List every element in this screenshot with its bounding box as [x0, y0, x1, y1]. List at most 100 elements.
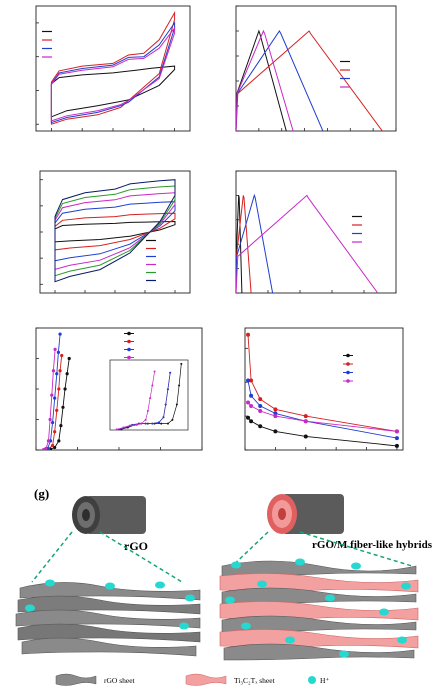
chart-b	[235, 5, 397, 132]
plot-area	[236, 29, 383, 131]
zoom-line-left-2	[99, 531, 183, 583]
legend-marker-0	[346, 353, 350, 358]
inset-point-3	[140, 422, 143, 425]
chart-a	[35, 5, 191, 132]
ion	[105, 582, 115, 590]
capacitance-point-3	[303, 419, 308, 424]
rgo-sheet-swatch	[55, 673, 97, 686]
capacitance-point-0	[303, 434, 308, 439]
capacitance-point-3	[273, 414, 278, 419]
cv-loop-1	[50, 10, 176, 125]
plot-area	[50, 10, 176, 125]
capacitance-point-3	[249, 403, 254, 408]
inset-point-2	[164, 403, 167, 406]
nyquist-point-3	[44, 446, 48, 450]
inset-point-0	[180, 362, 183, 365]
nyquist-point-2	[56, 350, 61, 354]
legend-marker-1	[346, 362, 350, 366]
rgo-ions	[25, 579, 195, 630]
ion	[295, 558, 305, 566]
inset-point-0	[175, 403, 178, 406]
nyquist-point-3	[48, 417, 52, 422]
inset-point-3	[153, 370, 156, 373]
rgo-layer-1	[19, 582, 201, 601]
capacitance-point-0	[273, 429, 278, 434]
plot-area	[246, 332, 399, 448]
capacitance-point-2	[258, 403, 263, 408]
nyquist-point-0	[59, 424, 63, 428]
cv-loop-2	[50, 21, 176, 124]
plot-area	[236, 193, 379, 293]
plot-area	[54, 179, 176, 283]
hybrid-fiber-body	[282, 494, 344, 534]
cv-loop-0	[54, 220, 176, 243]
inset-point-3	[115, 428, 118, 431]
proton-swatch	[308, 676, 316, 684]
inset-point-0	[166, 422, 169, 425]
nyquist-point-0	[67, 356, 71, 361]
chart-d	[235, 170, 397, 294]
capacitance-line-1	[247, 334, 397, 432]
nyquist-point-1	[55, 408, 59, 412]
legend-marker-2	[346, 370, 350, 375]
plot-frame	[235, 170, 397, 294]
ion	[397, 636, 407, 644]
plot-area	[41, 332, 71, 450]
inset-point-3	[122, 426, 125, 429]
gcd-curve-2	[236, 193, 274, 293]
cv-loop-1	[54, 212, 176, 251]
nyquist-point-3	[51, 369, 56, 373]
capacitance-line-0	[247, 417, 397, 447]
plot-frame	[244, 327, 404, 451]
capacitance-point-1	[303, 414, 308, 419]
capacitance-line-3	[247, 402, 397, 432]
cv-loop-2	[54, 201, 176, 262]
nyquist-point-2	[53, 396, 57, 400]
mxene-sheet-swatch	[185, 673, 227, 686]
capacitance-point-1	[246, 332, 251, 337]
inset-point-3	[129, 424, 132, 427]
rgo-fiber-core	[82, 509, 90, 521]
capacitance-point-0	[394, 443, 399, 448]
inset-point-2	[144, 422, 147, 425]
cv-loop-0	[50, 65, 176, 118]
rgo-title: rGO	[124, 539, 148, 553]
nyquist-point-1	[57, 387, 61, 391]
nyquist-point-3	[46, 439, 51, 443]
nyquist-point-1	[53, 430, 57, 434]
inset-line-3	[116, 371, 155, 430]
ion	[225, 596, 235, 604]
gcd-curve-2	[236, 30, 324, 131]
legend	[146, 239, 156, 282]
cv-loop-3	[50, 26, 176, 122]
chart-panels	[35, 5, 404, 451]
inset-point-3	[149, 397, 152, 400]
inset-point-3	[151, 384, 154, 387]
inset-point-2	[158, 421, 161, 424]
hybrid-fiber-core	[278, 508, 286, 520]
panel-g-legend: rGO sheet Ti₃C₂Tₓ sheet H⁺	[55, 673, 329, 686]
nyquist-point-3	[41, 448, 46, 450]
legend	[42, 30, 52, 58]
capacitance-point-0	[249, 419, 254, 424]
ion	[285, 636, 295, 644]
ion	[45, 579, 55, 587]
zoom-line-left-1	[31, 531, 73, 583]
gcd-curve-3	[236, 29, 294, 131]
nyquist-point-2	[55, 372, 59, 376]
legend	[124, 331, 134, 360]
nyquist-point-0	[61, 405, 65, 409]
nyquist-point-1	[51, 443, 55, 448]
nyquist-line-3	[43, 349, 56, 450]
nyquist-point-2	[58, 332, 62, 336]
inset-point-0	[160, 422, 163, 425]
plot-frame	[235, 5, 397, 132]
capacitance-point-2	[394, 436, 399, 441]
capacitance-point-2	[246, 378, 251, 383]
inset-point-2	[151, 422, 154, 425]
rgo-fiber-body	[86, 496, 146, 534]
chart-e	[35, 327, 203, 451]
ion	[325, 594, 335, 602]
legend-marker-1	[127, 339, 131, 344]
